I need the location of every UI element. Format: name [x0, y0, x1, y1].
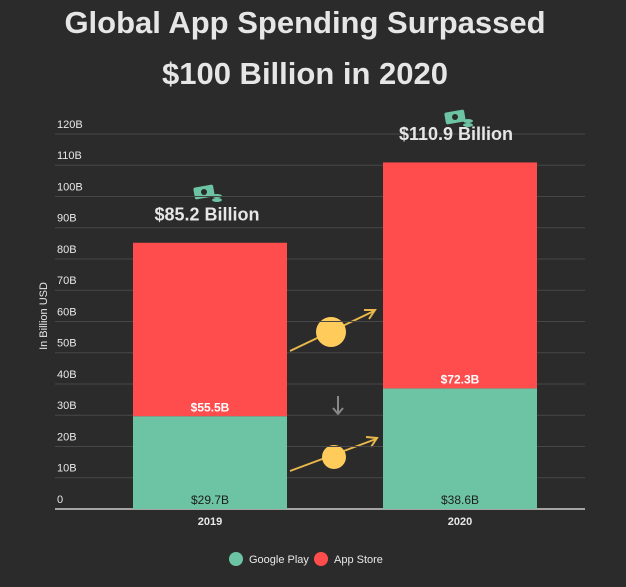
y-tick-label: 80B: [57, 244, 77, 256]
bar-segment: [133, 416, 287, 509]
y-tick-label: 10B: [57, 463, 77, 475]
value-label: $38.6B: [441, 493, 479, 507]
bar-segment: [383, 162, 537, 389]
legend-label: App Store: [334, 554, 383, 566]
x-tick-label: 2020: [448, 516, 472, 528]
money-icon: [193, 184, 222, 202]
total-annotation: $85.2 Billion: [154, 205, 259, 225]
y-tick-label: 110B: [57, 150, 82, 162]
total-annotation: $110.9 Billion: [399, 124, 513, 144]
legend-marker: [314, 552, 328, 566]
coin: [322, 445, 346, 469]
chart-title: Global App Spending Surpassed: [64, 5, 545, 40]
value-label: $72.3B: [441, 373, 480, 387]
legend-label: Google Play: [249, 554, 309, 566]
y-axis-label: In Billion USD: [38, 282, 50, 350]
bar-segment: [383, 388, 537, 509]
y-tick-label: 100B: [57, 181, 83, 193]
y-tick-label: 0: [57, 494, 63, 506]
money-icon: [444, 109, 473, 127]
y-tick-label: 70B: [57, 275, 77, 287]
y-tick-label: 20B: [57, 431, 77, 443]
y-tick-label: 40B: [57, 369, 77, 381]
chart-title: $100 Billion in 2020: [162, 56, 448, 91]
y-tick-label: 60B: [57, 306, 77, 318]
x-tick-label: 2019: [198, 516, 222, 528]
value-label: $55.5B: [191, 400, 230, 414]
y-tick-label: 120B: [57, 119, 83, 131]
y-tick-label: 50B: [57, 338, 77, 350]
legend-marker: [229, 552, 243, 566]
y-tick-label: 30B: [57, 400, 77, 412]
down-arrow: [332, 396, 344, 416]
bar-segment: [133, 242, 287, 417]
value-label: $29.7B: [191, 493, 229, 507]
y-tick-label: 90B: [57, 213, 77, 225]
coin: [316, 317, 346, 347]
